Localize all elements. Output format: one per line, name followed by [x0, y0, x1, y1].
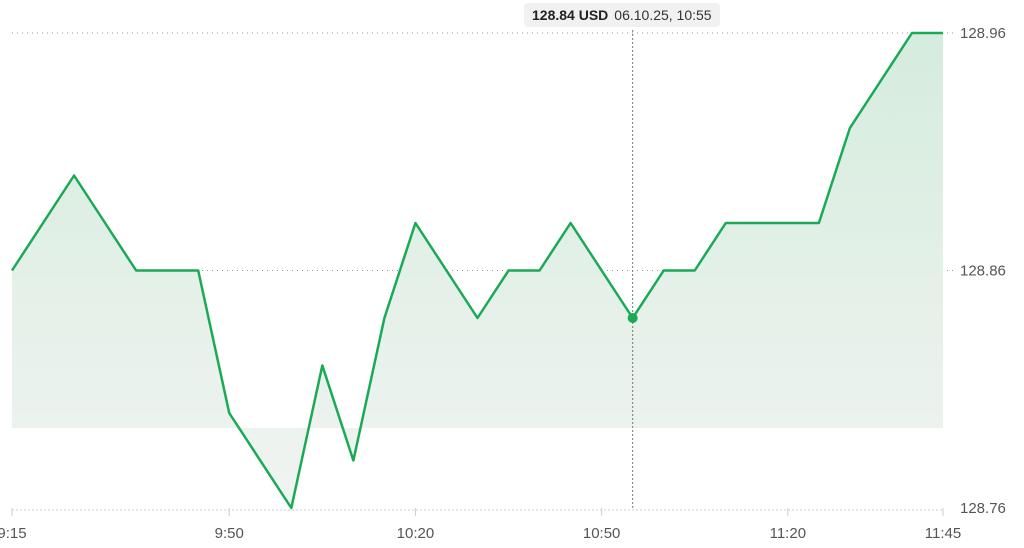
y-tick-label: 128.86 [960, 263, 1006, 280]
y-tick-label: 128.76 [960, 500, 1006, 517]
y-tick-label: 128.96 [960, 25, 1006, 42]
tooltip-price: 128.84 USD [532, 7, 609, 23]
x-tick-label: 11:45 [925, 525, 961, 542]
price-line [10, 31, 943, 510]
x-tick-label: 11:20 [770, 525, 806, 542]
x-tick-label: 9:15 [0, 525, 27, 542]
tooltip: 128.84 USD 06.10.25, 10:55 [524, 3, 720, 27]
x-tick-label: 9:50 [215, 525, 244, 542]
x-tick-label: 10:50 [583, 525, 621, 542]
highlighted-point [627, 313, 638, 323]
area-fill [12, 33, 943, 508]
tooltip-datetime: 06.10.25, 10:55 [614, 7, 712, 23]
x-tick-label: 10:20 [397, 525, 435, 542]
